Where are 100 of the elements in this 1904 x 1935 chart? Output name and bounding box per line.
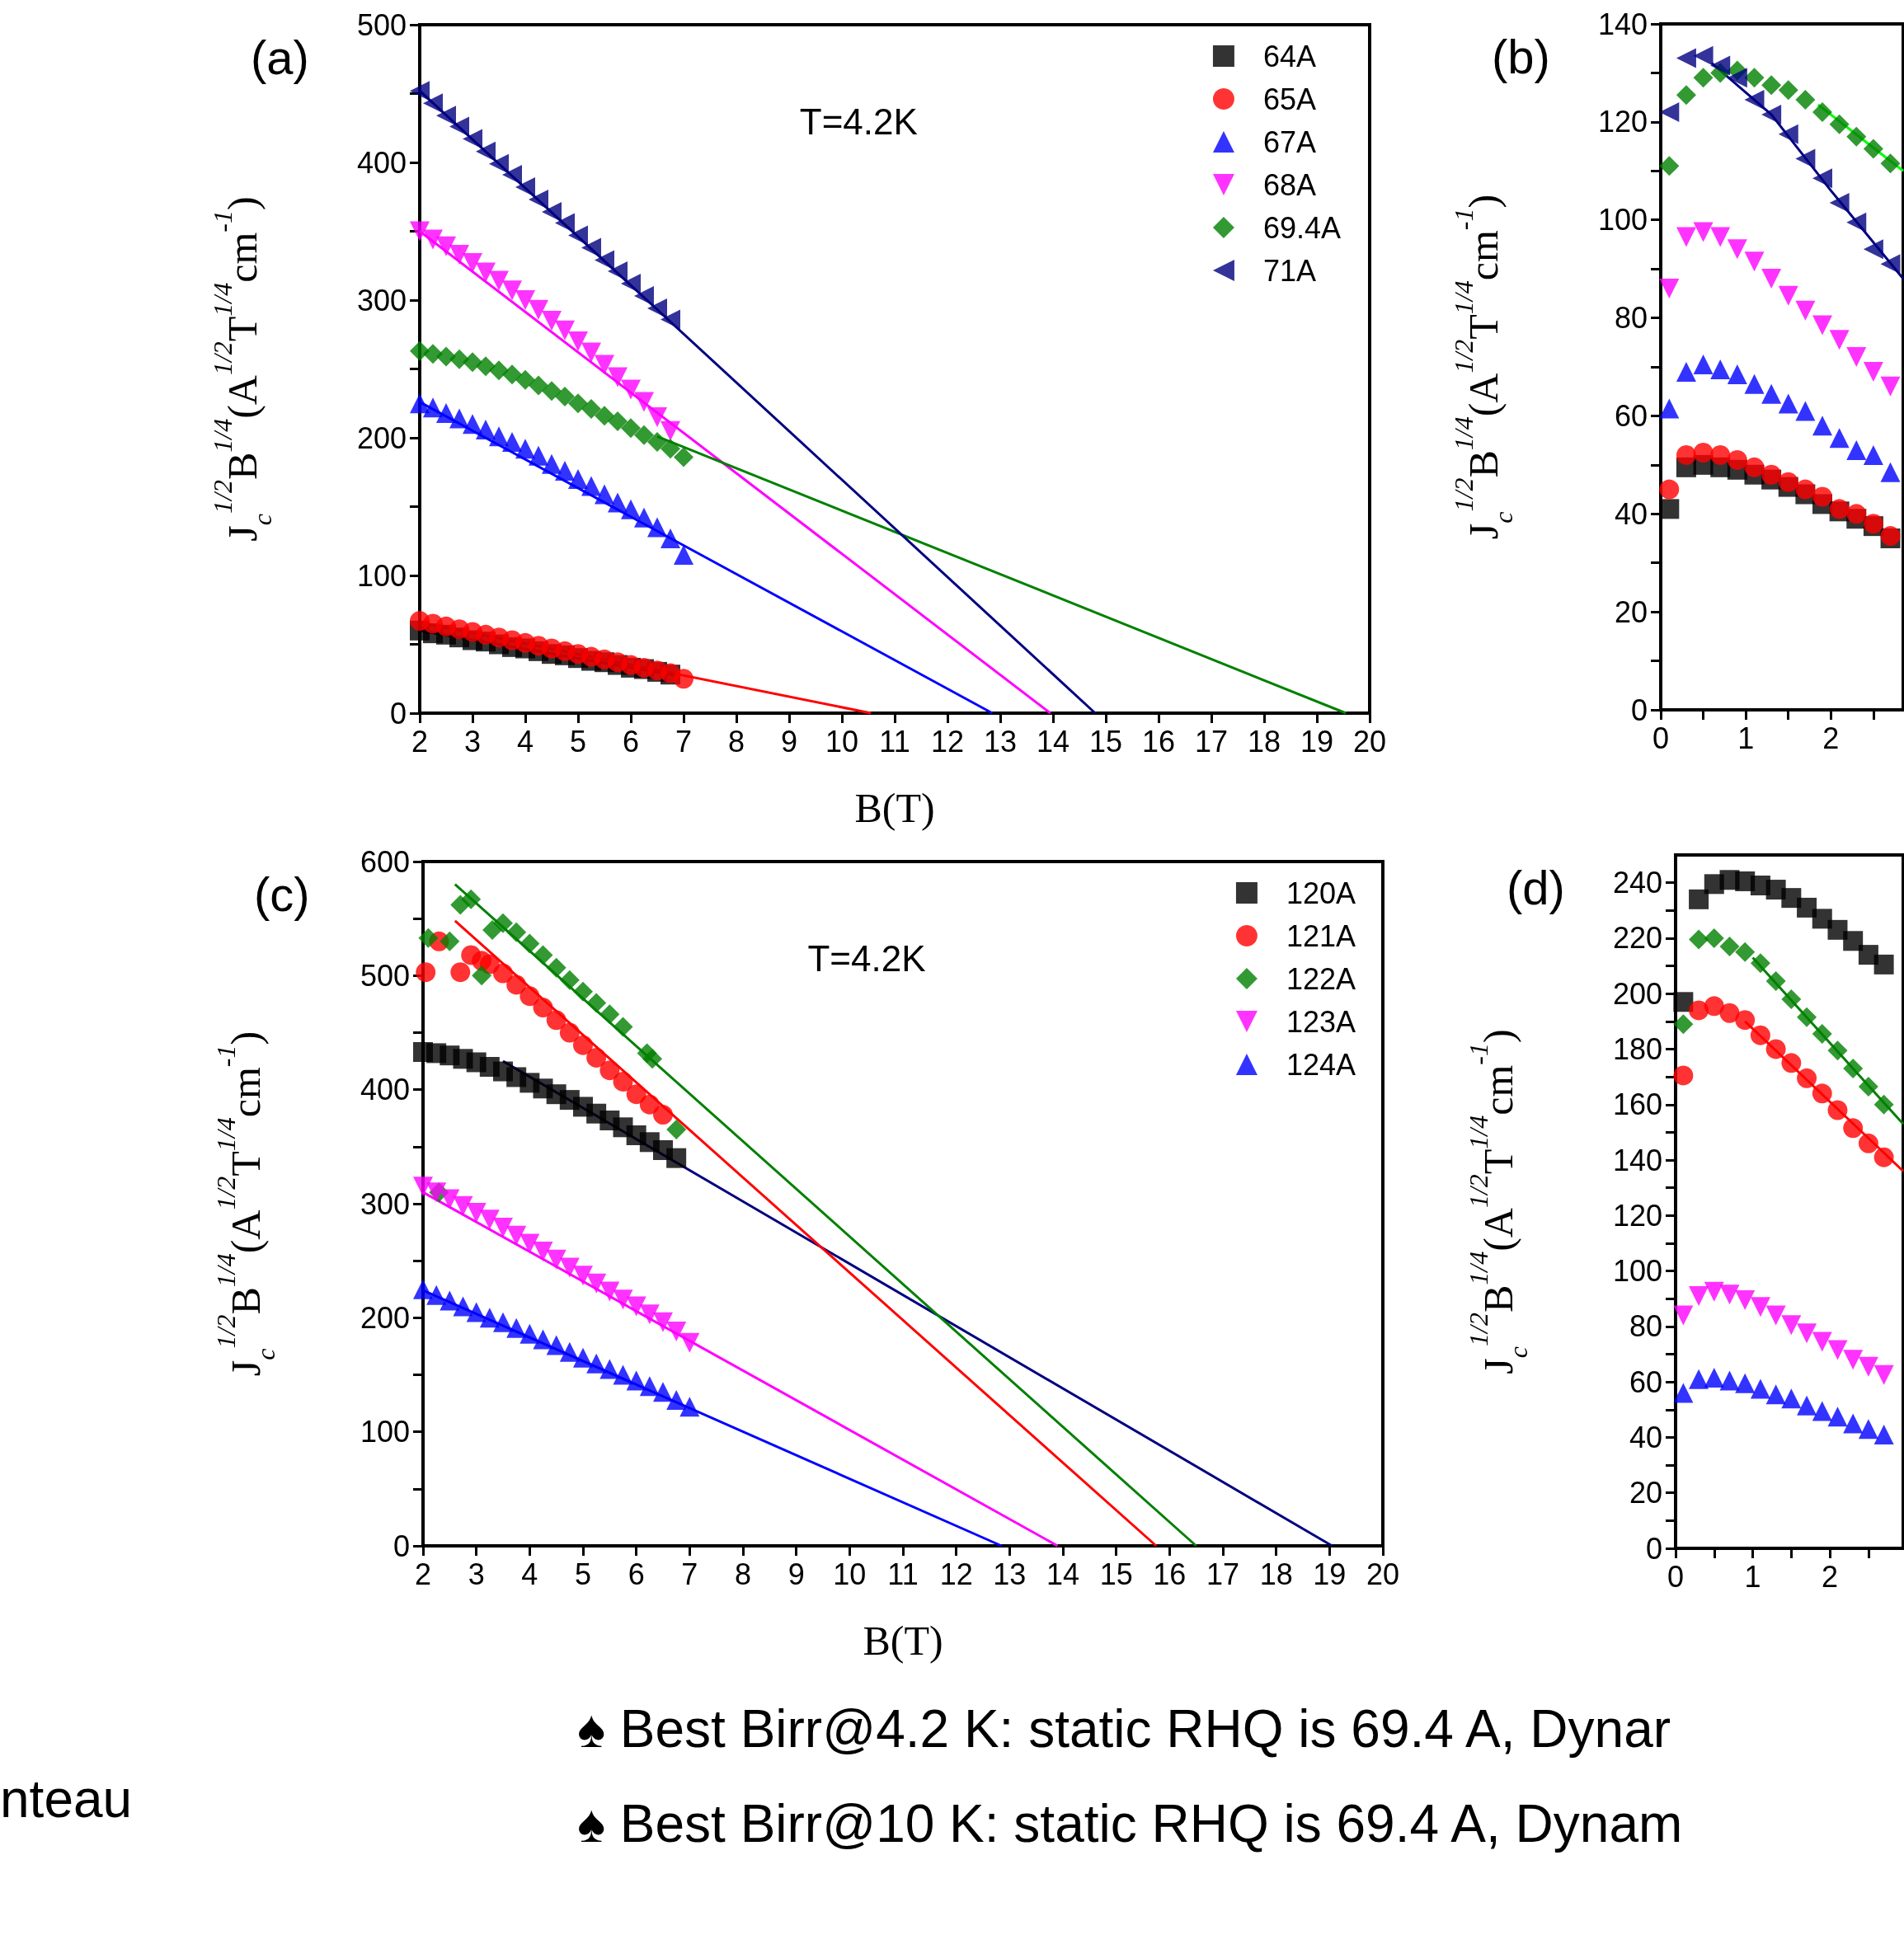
legend-label: 71A	[1262, 253, 1316, 288]
text: ♠ Best Birr@4.2 K: static RHQ is 69.4 A, Dynar	[577, 1698, 1671, 1759]
x-tick-label: 1	[1737, 721, 1755, 755]
legend-label: 120A	[1286, 876, 1356, 910]
y-tick-label: 200	[360, 1300, 410, 1335]
y-tick-label: 40	[1614, 496, 1648, 531]
text: Jc1/2B1/4(A1/2T1/4cm-1)	[1449, 194, 1518, 540]
legend-label: 64A	[1262, 39, 1316, 73]
y-tick-label: 240	[1612, 866, 1662, 900]
x-tick-label: 3	[468, 1557, 485, 1591]
y-tick-label: 80	[1629, 1309, 1662, 1344]
x-tick-label: 8	[727, 724, 745, 759]
x-tick-label: 11	[879, 724, 910, 759]
x-tick-label: 2	[414, 1557, 432, 1591]
x-tick-label: 8	[734, 1557, 752, 1591]
x-tick-label: 20	[1366, 1557, 1399, 1591]
y-tick-label: 600	[360, 844, 410, 879]
legend-label: 124A	[1286, 1047, 1356, 1082]
text: (d)	[1507, 860, 1565, 914]
legend-label: 122A	[1286, 961, 1356, 996]
legend-label: 69.4A	[1262, 210, 1341, 245]
y-tick-label: 80	[1614, 301, 1648, 336]
x-tick-label: 14	[1046, 1557, 1080, 1591]
x-tick-label: 9	[780, 724, 798, 759]
y-tick-label: 200	[356, 420, 407, 455]
text: ♠ Best Birr@10 K: static RHQ is 69.4 A, Dynam	[577, 1793, 1683, 1854]
x-tick-label: 4	[521, 1557, 538, 1591]
x-axis-title: B(T)	[863, 1618, 943, 1664]
x-tick-label: 20	[1352, 724, 1387, 759]
text: (c)	[254, 867, 310, 921]
x-tick-label: 9	[787, 1557, 805, 1591]
text: (a)	[251, 30, 309, 84]
y-tick-label: 200	[1612, 976, 1662, 1011]
x-tick-label: 17	[1194, 724, 1229, 759]
y-tick-label: 300	[360, 1186, 410, 1221]
y-tick-label: 100	[1597, 203, 1648, 237]
x-tick-label: 2	[411, 724, 429, 759]
x-tick-label: 10	[825, 724, 859, 759]
y-tick-label: 0	[1630, 693, 1648, 727]
y-tick-label: 40	[1629, 1420, 1662, 1454]
y-tick-label: 0	[393, 1529, 410, 1563]
legend-label: 123A	[1286, 1004, 1356, 1039]
y-tick-label: 100	[360, 1415, 410, 1449]
x-tick-label: 2	[1822, 1559, 1839, 1594]
y-tick-label: 160	[1612, 1087, 1662, 1122]
x-tick-label: 10	[833, 1557, 867, 1591]
x-tick-label: 16	[1153, 1557, 1187, 1591]
y-tick-label: 0	[389, 696, 407, 730]
y-tick-label: 300	[356, 283, 407, 317]
x-tick-label: 11	[887, 1557, 919, 1591]
x-tick-label: 1	[1744, 1559, 1761, 1594]
legend-label: 67A	[1262, 124, 1316, 159]
x-tick-label: 19	[1313, 1557, 1347, 1591]
y-tick-label: 20	[1614, 594, 1648, 629]
text: nteau	[0, 1768, 133, 1829]
annotation: T=4.2K	[799, 101, 918, 142]
x-tick-label: 5	[569, 724, 587, 759]
x-tick-label: 12	[939, 1557, 973, 1591]
x-tick-label: 14	[1036, 724, 1070, 759]
x-tick-label: 18	[1259, 1557, 1293, 1591]
y-tick-label: 140	[1597, 7, 1648, 41]
annotation: T=4.2K	[807, 937, 926, 979]
x-tick-label: 6	[622, 724, 640, 759]
text: Jc1/2B1/4(A1/2T1/4cm-1)	[1464, 1029, 1533, 1374]
x-tick-label: 15	[1099, 1557, 1133, 1591]
x-tick-label: 0	[1667, 1559, 1685, 1594]
x-tick-label: 6	[628, 1557, 645, 1591]
y-tick-label: 0	[1645, 1531, 1662, 1566]
x-tick-label: 15	[1088, 724, 1123, 759]
x-tick-label: 16	[1141, 724, 1176, 759]
y-tick-label: 100	[1612, 1254, 1662, 1289]
y-tick-label: 180	[1612, 1031, 1662, 1066]
text: (b)	[1492, 29, 1550, 83]
y-tick-label: 500	[356, 7, 407, 42]
text: Jc1/2B1/4(A1/2T1/4cm-1)	[211, 1031, 280, 1377]
y-tick-label: 120	[1612, 1198, 1662, 1233]
y-tick-label: 60	[1614, 398, 1648, 433]
x-tick-label: 19	[1300, 724, 1334, 759]
legend-label: 65A	[1262, 82, 1316, 116]
x-tick-label: 7	[681, 1557, 698, 1591]
y-tick-label: 100	[356, 558, 407, 593]
y-tick-label: 400	[356, 145, 407, 180]
x-tick-label: 13	[983, 724, 1018, 759]
legend-label: 68A	[1262, 167, 1316, 202]
x-tick-label: 5	[574, 1557, 592, 1591]
y-tick-label: 120	[1597, 105, 1648, 139]
x-tick-label: 3	[463, 724, 482, 759]
x-tick-label: 17	[1206, 1557, 1240, 1591]
y-tick-label: 220	[1612, 921, 1662, 956]
x-tick-label: 4	[516, 724, 534, 759]
y-tick-label: 400	[360, 1073, 410, 1107]
x-tick-label: 12	[930, 724, 965, 759]
x-axis-title: B(T)	[854, 785, 935, 831]
x-tick-label: 18	[1247, 724, 1281, 759]
text: Jc1/2B1/4(A1/2T1/4cm-1)	[208, 196, 277, 542]
y-tick-label: 20	[1629, 1476, 1662, 1510]
x-tick-label: 7	[675, 724, 693, 759]
y-tick-label: 60	[1629, 1364, 1662, 1399]
legend-label: 121A	[1286, 918, 1356, 953]
y-tick-label: 140	[1612, 1143, 1662, 1177]
